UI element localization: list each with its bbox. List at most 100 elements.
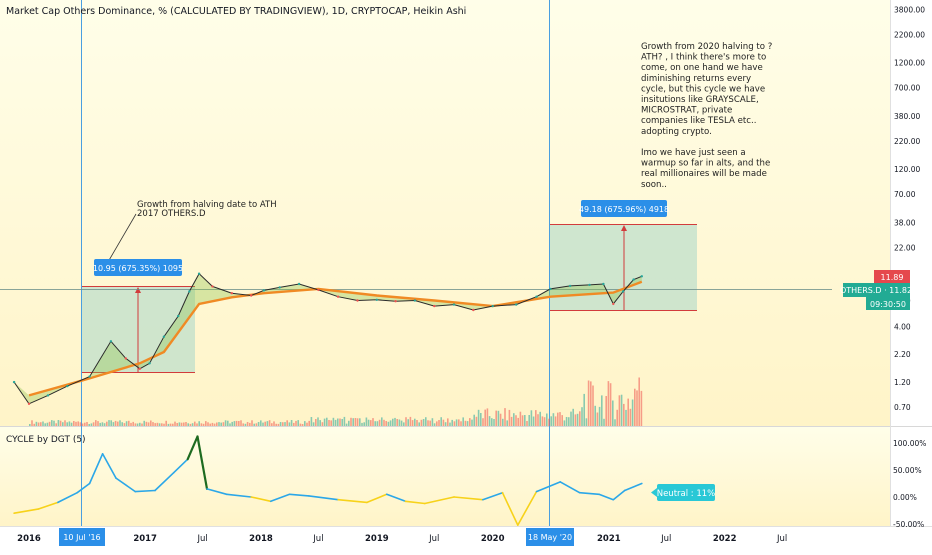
cycle-segment [404, 500, 426, 505]
volume-bar [154, 423, 156, 426]
price-point [549, 287, 552, 291]
volume-bar [185, 422, 187, 426]
volume-bar [543, 417, 546, 426]
volume-bar [312, 422, 315, 426]
cycle-segment [481, 491, 504, 501]
volume-bar [425, 417, 427, 426]
volume-bar [447, 418, 449, 426]
volume-bar [526, 421, 528, 426]
price-point [472, 308, 475, 312]
cycle-segment [501, 491, 519, 526]
volume-bar [420, 419, 423, 426]
volume-bar [334, 419, 337, 426]
price-label-upper-bg [874, 270, 910, 283]
note-line: adopting crypto. [641, 127, 712, 137]
volume-bar [598, 406, 601, 426]
volume-bar [480, 413, 482, 426]
volume-bar [326, 417, 328, 426]
volume-bar [268, 420, 271, 426]
volume-bar [429, 420, 431, 426]
volume-bar [84, 422, 86, 426]
volume-bar [310, 417, 313, 426]
volume-bar [328, 420, 330, 426]
volume-bar [284, 422, 286, 426]
volume-bar [128, 420, 130, 426]
volume-bar [521, 415, 524, 426]
volume-bar [66, 422, 68, 426]
volume-bar [189, 423, 192, 426]
volume-bar [462, 417, 464, 426]
volume-bar [515, 415, 517, 426]
volume-bar [524, 415, 526, 426]
volume-bar [273, 421, 275, 426]
volume-bar [559, 412, 561, 426]
price-axis: 12000.007000.003800.002200.001200.00700.… [894, 5, 925, 412]
volume-bar [150, 420, 152, 426]
volume-bar [411, 420, 414, 426]
cycle-tick-label: 0.00% [893, 493, 917, 502]
time-tick-label: 2021 [597, 534, 621, 544]
annotation-pointer-2016 [107, 213, 137, 263]
volume-bar [308, 420, 310, 426]
volume-bar [117, 421, 119, 426]
volume-bar [581, 407, 583, 426]
volume-bar [350, 417, 352, 426]
price-point [621, 290, 625, 293]
cycle-segment [598, 493, 615, 501]
volume-bar [497, 410, 500, 426]
price-tick-label: 4.00 [894, 322, 911, 331]
price-point [197, 272, 201, 275]
volume-bar [504, 408, 506, 426]
price-point [27, 402, 31, 405]
volume-bar [403, 422, 405, 426]
volume-bar [508, 409, 511, 426]
cycle-segment [134, 489, 156, 493]
volume-bar [352, 418, 354, 426]
price-tick-label: 700.00 [894, 84, 920, 93]
volume-bar [519, 411, 522, 426]
volume-bar [367, 419, 370, 426]
cycle-segment [154, 471, 175, 492]
volume-bar [169, 423, 172, 426]
price-point [602, 282, 605, 286]
volume-bar [460, 421, 462, 426]
price-tick-label: 3800.00 [894, 5, 925, 14]
volume-bar [528, 415, 530, 426]
volume-bar [183, 422, 185, 426]
time-tick-label: 2020 [481, 534, 505, 544]
volume-bar [40, 422, 42, 426]
volume-bar [396, 419, 398, 426]
volume-bar [321, 422, 324, 426]
time-tick-label: Jul [776, 534, 787, 544]
note-line: Imo we have just seen a [641, 148, 746, 158]
marker-label-2020: 18 May '20 [528, 533, 572, 542]
volume-bar [363, 422, 365, 426]
annotation-2016-line1: Growth from halving date to ATH [137, 200, 277, 210]
price-point [413, 299, 417, 302]
volume-bar [42, 421, 44, 426]
volume-bar [121, 422, 123, 426]
cycle-segment [101, 452, 117, 479]
volume-bar [92, 422, 95, 426]
time-tick-label: Jul [428, 534, 439, 544]
price-point [356, 299, 359, 302]
volume-bar [141, 423, 143, 426]
volume-bar [616, 409, 618, 426]
measure-box-2020 [549, 224, 697, 310]
volume-bar [198, 421, 200, 426]
volume-bar [251, 420, 253, 426]
price-tick-label: 0.70 [894, 403, 911, 412]
volume-bar [539, 411, 541, 426]
volume-bar [110, 420, 112, 426]
volume-bar [576, 413, 579, 426]
symbol-label: OTHERS.D · 11.82 [840, 286, 912, 295]
note-line: warmup so far in alts, and the [641, 159, 770, 169]
note-line: real millionaires will be made [641, 169, 767, 179]
volume-bar [35, 421, 38, 426]
price-point [230, 292, 233, 295]
volume-bar [95, 420, 97, 426]
volume-bar [62, 422, 64, 426]
price-point [124, 357, 128, 360]
cycle-segment [337, 498, 368, 504]
